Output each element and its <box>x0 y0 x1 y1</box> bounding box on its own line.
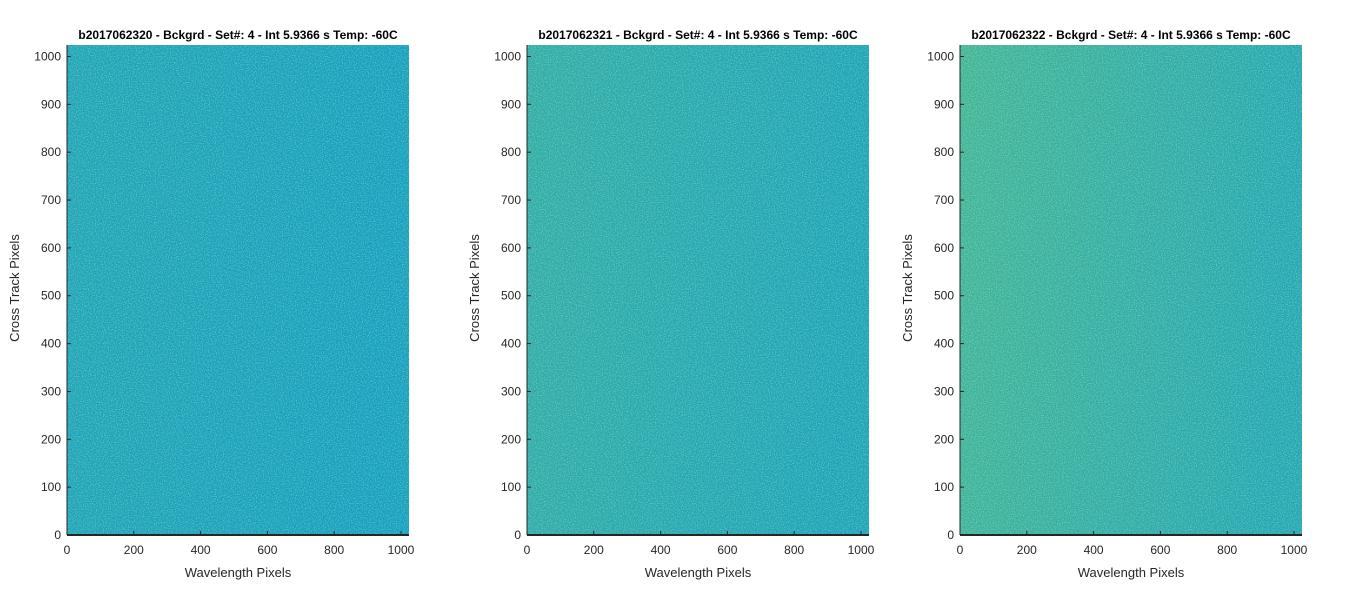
y-tick-label: 200 <box>41 432 61 446</box>
y-tick-label: 400 <box>41 337 61 351</box>
y-tick-label: 400 <box>501 337 521 351</box>
y-tick-label: 800 <box>41 145 61 159</box>
x-tick-label: 600 <box>257 543 277 557</box>
x-tick-label: 1000 <box>388 543 415 557</box>
y-tick-label: 200 <box>934 432 954 446</box>
subplot-3: b2017062322 - Bckgrd - Set#: 4 - Int 5.9… <box>900 28 1291 580</box>
heatmap-noise-2 <box>527 45 869 535</box>
x-tick-label: 0 <box>957 543 964 557</box>
x-tick-label: 400 <box>1084 543 1104 557</box>
y-tick-label: 900 <box>41 97 61 111</box>
x-tick-label: 400 <box>651 543 671 557</box>
y-tick-label: 500 <box>934 289 954 303</box>
heatmap-noise-3 <box>960 45 1302 535</box>
y-tick-label: 600 <box>934 241 954 255</box>
y-tick-label: 600 <box>501 241 521 255</box>
x-tick-label: 800 <box>324 543 344 557</box>
subplot-2-title: b2017062321 - Bckgrd - Set#: 4 - Int 5.9… <box>538 28 858 42</box>
y-tick-label: 700 <box>934 193 954 207</box>
x-tick-label: 400 <box>191 543 211 557</box>
subplot-1-title: b2017062320 - Bckgrd - Set#: 4 - Int 5.9… <box>78 28 398 42</box>
y-tick-label: 200 <box>501 432 521 446</box>
subplot-2: b2017062321 - Bckgrd - Set#: 4 - Int 5.9… <box>467 28 858 580</box>
subplot-1-xlabel: Wavelength Pixels <box>185 565 292 580</box>
y-tick-label: 300 <box>934 384 954 398</box>
subplot-2-axes: 0 200 400 600 800 1000 0 100 200 300 400 500 600 700 8… <box>494 45 875 557</box>
subplot-3-axes: 0 200 400 600 800 1000 0 100 200 300 400 500 600 700 8… <box>927 45 1308 557</box>
y-tick-label: 0 <box>947 528 954 542</box>
y-tick-label: 1000 <box>34 49 61 63</box>
heatmap-noise-1 <box>67 45 409 535</box>
y-tick-label: 500 <box>501 289 521 303</box>
x-tick-label: 600 <box>1150 543 1170 557</box>
x-tick-label: 600 <box>717 543 737 557</box>
subplot-3-ylabel: Cross Track Pixels <box>900 234 915 342</box>
y-tick-label: 300 <box>41 384 61 398</box>
x-tick-label: 0 <box>64 543 71 557</box>
subplot-1-axes: 0 200 400 600 800 1000 0 100 200 300 400 500 600 700 8… <box>34 45 415 557</box>
subplot-3-xlabel: Wavelength Pixels <box>1078 565 1185 580</box>
y-tick-label: 1000 <box>927 49 954 63</box>
y-tick-label: 800 <box>501 145 521 159</box>
x-tick-label: 1000 <box>848 543 875 557</box>
subplot-1: b2017062320 - Bckgrd - Set#: 4 - Int 5.9… <box>7 28 398 580</box>
y-tick-label: 900 <box>501 97 521 111</box>
subplot-1-ylabel: Cross Track Pixels <box>7 234 22 342</box>
x-tick-label: 1000 <box>1281 543 1308 557</box>
x-tick-label: 200 <box>584 543 604 557</box>
y-tick-label: 300 <box>501 384 521 398</box>
y-tick-label: 900 <box>934 97 954 111</box>
y-tick-label: 1000 <box>494 49 521 63</box>
y-tick-label: 100 <box>41 480 61 494</box>
x-tick-label: 800 <box>1217 543 1237 557</box>
y-tick-label: 0 <box>54 528 61 542</box>
x-tick-label: 200 <box>124 543 144 557</box>
x-tick-label: 0 <box>524 543 531 557</box>
subplot-3-title: b2017062322 - Bckgrd - Set#: 4 - Int 5.9… <box>971 28 1291 42</box>
y-tick-label: 500 <box>41 289 61 303</box>
y-tick-label: 0 <box>514 528 521 542</box>
y-tick-label: 600 <box>41 241 61 255</box>
y-tick-label: 100 <box>501 480 521 494</box>
y-tick-label: 700 <box>501 193 521 207</box>
y-tick-label: 700 <box>41 193 61 207</box>
subplot-2-ylabel: Cross Track Pixels <box>467 234 482 342</box>
x-tick-label: 800 <box>784 543 804 557</box>
y-tick-label: 800 <box>934 145 954 159</box>
subplot-2-xlabel: Wavelength Pixels <box>645 565 752 580</box>
y-tick-label: 100 <box>934 480 954 494</box>
y-tick-label: 400 <box>934 337 954 351</box>
x-tick-label: 200 <box>1017 543 1037 557</box>
